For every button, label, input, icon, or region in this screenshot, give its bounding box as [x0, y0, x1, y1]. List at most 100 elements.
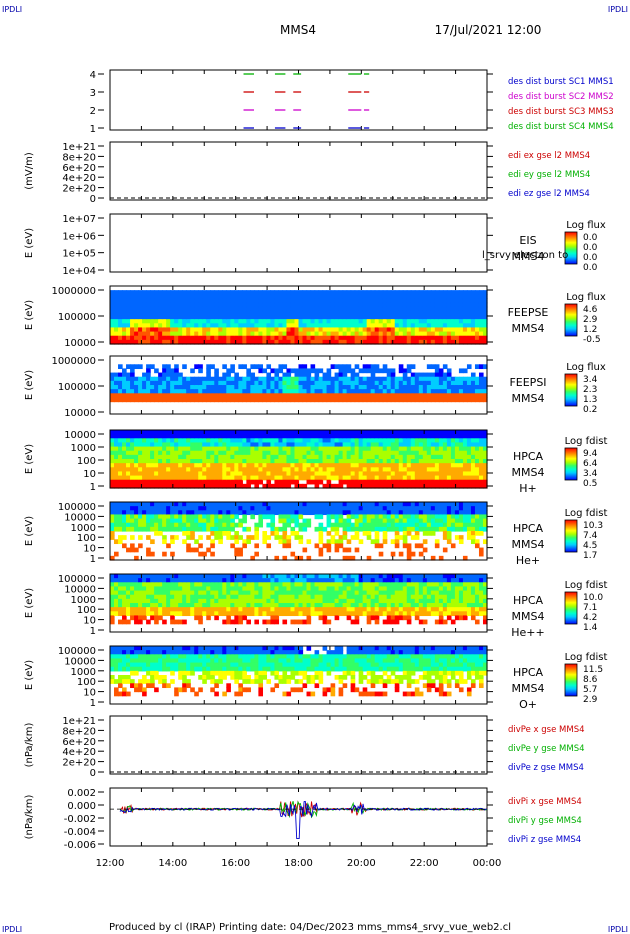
spectrogram-cell	[446, 380, 452, 386]
spectrogram-cell	[278, 306, 284, 312]
spectrogram-cell	[222, 298, 227, 304]
spectrogram-cell	[142, 594, 147, 600]
spectrogram-cell	[166, 514, 171, 520]
spectrogram-cell	[178, 578, 183, 583]
spectrogram-cell	[154, 376, 159, 382]
spectrogram-cell	[402, 310, 408, 316]
spectrogram-cell	[178, 510, 183, 516]
spectrogram-cell	[290, 446, 296, 452]
spectrogram-cell	[118, 438, 123, 444]
spectrogram-cell	[266, 522, 272, 528]
spectrogram-cell	[334, 331, 340, 337]
spectrogram-cell	[422, 323, 428, 329]
spectrogram-cell	[122, 518, 127, 524]
spectrogram-cell	[110, 389, 115, 394]
spectrogram-cell	[190, 578, 195, 583]
spectrogram-cell	[370, 397, 376, 403]
spectrogram-cell	[350, 459, 356, 464]
spectrogram-cell	[242, 582, 247, 588]
spectrogram-cell	[350, 434, 356, 439]
spectrogram-cell	[146, 364, 151, 370]
spectrogram-cell	[314, 430, 320, 435]
spectrogram-cell	[406, 479, 412, 485]
spectrogram-cell	[422, 506, 428, 511]
spectrogram-cell	[242, 380, 247, 386]
spectrogram-cell	[394, 380, 400, 386]
spectrogram-cell	[382, 535, 388, 540]
spectrogram-cell	[346, 459, 352, 464]
spectrogram-cell	[190, 502, 195, 507]
spectrogram-cell	[254, 397, 259, 403]
spectrogram-cell	[158, 615, 163, 621]
spectrogram-cell	[446, 368, 452, 374]
spectrogram-cell	[154, 514, 159, 520]
spectrogram-cell	[186, 430, 191, 435]
spectrogram-cell	[386, 310, 392, 316]
spectrogram-cell	[258, 598, 264, 604]
spectrogram-cell	[466, 454, 472, 460]
spectrogram-cell	[370, 454, 376, 460]
spectrogram-cell	[294, 506, 300, 511]
spectrogram-cell	[402, 526, 408, 532]
spectrogram-cell	[262, 339, 268, 345]
spectrogram-cell	[414, 430, 420, 435]
spectrogram-cell	[442, 397, 448, 403]
spectrogram-cell	[374, 463, 380, 468]
spectrogram-cell	[158, 471, 163, 477]
spectrogram-cell	[154, 582, 159, 588]
spectrogram-cell	[110, 446, 115, 452]
spectrogram-cell	[206, 594, 211, 600]
spectrogram-cell	[394, 446, 400, 452]
spectrogram-cell	[134, 502, 139, 507]
spectrogram-cell	[154, 310, 159, 316]
spectrogram-cell	[154, 368, 159, 374]
spectrogram-cell	[246, 594, 251, 600]
spectrogram-cell	[346, 364, 352, 370]
spectrogram-cell	[346, 294, 352, 300]
spectrogram-cell	[390, 510, 396, 516]
spectrogram-cell	[162, 539, 167, 545]
spectrogram-cell	[222, 514, 227, 520]
spectrogram-cell	[442, 531, 448, 536]
spectrogram-cell	[274, 380, 280, 386]
spectrogram-cell	[406, 551, 412, 557]
spectrogram-cell	[234, 598, 239, 604]
spectrogram-cell	[438, 294, 444, 300]
spectrogram-cell	[174, 518, 179, 524]
spectrogram-cell	[386, 483, 392, 489]
spectrogram-cell	[190, 598, 195, 604]
spectrogram-cell	[306, 539, 312, 545]
spectrogram-cell	[338, 310, 344, 316]
spectrogram-cell	[130, 450, 135, 456]
instrument-label: H+	[519, 482, 537, 495]
spectrogram-cell	[206, 393, 211, 399]
spectrogram-cell	[190, 463, 195, 468]
spectrogram-cell	[122, 543, 127, 549]
spectrogram-cell	[294, 294, 300, 300]
spectrogram-cell	[242, 315, 247, 320]
y-axis-label: E (eV)	[24, 228, 35, 258]
spectrogram-cell	[334, 438, 340, 444]
spectrogram-cell	[246, 389, 251, 394]
spectrogram-cell	[190, 506, 195, 511]
spectrogram-cell	[374, 385, 380, 390]
spectrogram-cell	[270, 454, 276, 460]
spectrogram-cell	[338, 514, 344, 520]
spectrogram-cell	[414, 446, 420, 452]
spectrogram-cell	[362, 471, 368, 477]
spectrogram-cell	[274, 479, 280, 485]
spectrogram-cell	[390, 442, 396, 448]
spectrogram-cell	[358, 385, 364, 390]
spectrogram-cell	[110, 450, 115, 456]
spectrogram-cell	[338, 475, 344, 481]
spectrogram-cell	[278, 294, 284, 300]
spectrogram-cell	[366, 483, 372, 489]
spectrogram-cell	[110, 526, 115, 532]
spectrogram-cell	[350, 514, 356, 520]
spectrogram-cell	[298, 506, 304, 511]
spectrogram-cell	[402, 463, 408, 468]
spectrogram-cell	[134, 450, 139, 456]
spectrogram-cell	[306, 518, 312, 524]
spectrogram-cell	[242, 454, 247, 460]
spectrogram-cell	[346, 463, 352, 468]
